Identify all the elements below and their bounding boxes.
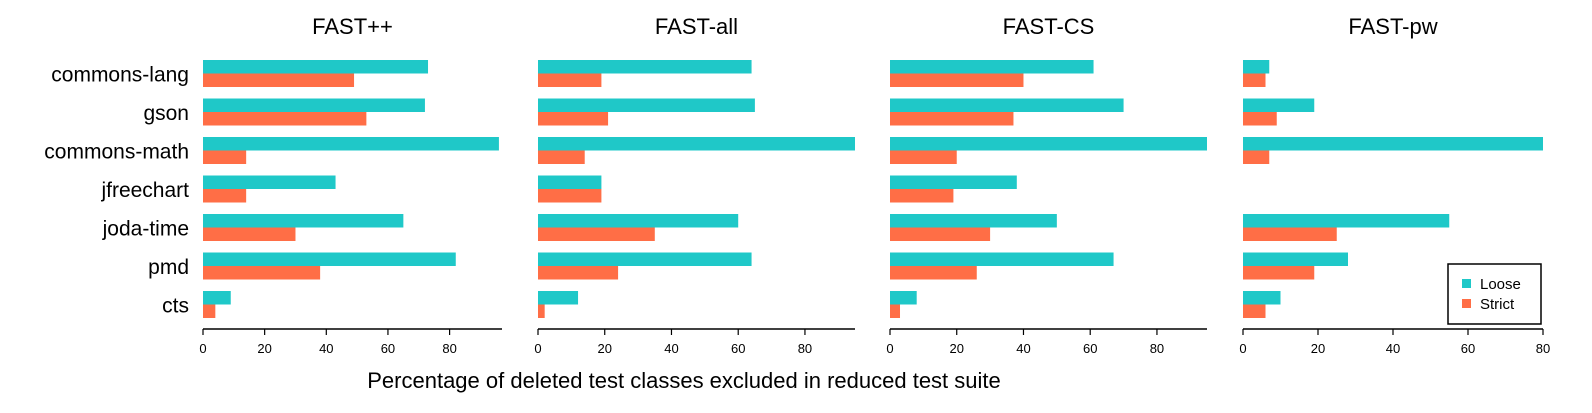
bar-fast-cs-cts-loose [890,291,917,305]
bar-fast-pw-joda-time-loose [1243,214,1450,228]
bar-fast-pmd-strict [203,266,321,280]
bar-fast-all-commons-lang-loose [538,60,752,74]
x-tick-label-fast-cs-0: 0 [886,341,893,356]
category-label-joda-time: joda-time [102,218,189,241]
bar-fast-all-gson-loose [538,98,755,112]
x-axis-label: Percentage of deleted test classes exclu… [367,368,1001,393]
bar-fast-all-gson-strict [538,112,609,126]
bar-fast-commons-lang-strict [203,73,355,87]
panel-title-fast-all: FAST-all [655,14,738,39]
bar-fast-pw-commons-lang-strict [1243,73,1266,87]
bar-fast-gson-strict [203,112,367,126]
x-tick-label-fast-0: 0 [199,341,206,356]
bar-fast-all-jfreechart-loose [538,175,602,189]
category-label-gson: gson [143,102,189,125]
x-tick-label-fast-pw-60: 60 [1461,341,1475,356]
bar-fast-all-commons-math-strict [538,150,585,164]
panel-title-fast-cs: FAST-CS [1003,14,1095,39]
bar-fast-pmd-loose [203,252,456,266]
category-label-pmd: pmd [148,256,189,279]
bar-fast-cs-commons-math-strict [890,150,957,164]
bar-fast-pw-cts-loose [1243,291,1281,305]
bar-fast-pw-commons-math-loose [1243,137,1543,151]
bar-fast-all-pmd-strict [538,266,619,280]
bar-fast-all-cts-loose [538,291,579,305]
x-tick-label-fast-cs-20: 20 [950,341,964,356]
x-tick-label-fast-20: 20 [257,341,271,356]
bar-fast-all-cts-strict [538,304,545,318]
bar-fast-all-commons-lang-strict [538,73,602,87]
x-tick-label-fast-pw-0: 0 [1239,341,1246,356]
bar-fast-pw-commons-lang-loose [1243,60,1270,74]
bar-fast-cs-pmd-loose [890,252,1114,266]
category-label-commons-math: commons-math [44,141,189,164]
bar-fast-cs-joda-time-loose [890,214,1057,228]
bar-fast-pw-gson-strict [1243,112,1277,126]
x-tick-label-fast-40: 40 [319,341,333,356]
bar-fast-cts-loose [203,291,231,305]
bar-fast-pw-pmd-strict [1243,266,1315,280]
x-tick-label-fast-all-80: 80 [798,341,812,356]
bar-fast-all-pmd-loose [538,252,752,266]
bar-fast-cs-commons-lang-loose [890,60,1094,74]
bar-fast-all-joda-time-loose [538,214,739,228]
bar-fast-cs-gson-loose [890,98,1124,112]
bar-fast-all-joda-time-strict [538,227,655,241]
x-tick-label-fast-all-20: 20 [598,341,612,356]
category-label-commons-lang: commons-lang [51,64,189,87]
x-tick-label-fast-pw-40: 40 [1386,341,1400,356]
x-tick-label-fast-cs-40: 40 [1016,341,1030,356]
x-tick-label-fast-cs-60: 60 [1083,341,1097,356]
legend-swatch-loose [1462,279,1471,288]
category-label-cts: cts [162,295,189,318]
bar-fast-cs-commons-math-loose [890,137,1207,151]
bar-fast-commons-math-strict [203,150,247,164]
legend-swatch-strict [1462,299,1471,308]
x-tick-label-fast-pw-80: 80 [1536,341,1550,356]
bar-fast-pw-gson-loose [1243,98,1315,112]
bar-fast-all-jfreechart-strict [538,189,602,203]
bar-fast-joda-time-loose [203,214,404,228]
panel-title-fast: FAST++ [312,14,393,39]
bar-fast-cs-jfreechart-loose [890,175,1017,189]
panel-title-fast-pw: FAST-pw [1348,14,1437,39]
bar-fast-cs-jfreechart-strict [890,189,954,203]
bar-fast-cs-cts-strict [890,304,901,318]
bar-fast-pw-commons-math-strict [1243,150,1270,164]
legend-label-strict: Strict [1480,296,1515,313]
bar-fast-joda-time-strict [203,227,296,241]
bar-fast-all-commons-math-loose [538,137,855,151]
bar-fast-pw-joda-time-strict [1243,227,1337,241]
bar-fast-commons-lang-loose [203,60,429,74]
x-tick-label-fast-60: 60 [381,341,395,356]
bar-fast-cs-pmd-strict [890,266,977,280]
bar-fast-cs-gson-strict [890,112,1014,126]
legend-box [1447,263,1542,325]
x-tick-label-fast-all-60: 60 [731,341,745,356]
x-tick-label-fast-all-0: 0 [534,341,541,356]
bar-fast-pw-pmd-loose [1243,252,1348,266]
bar-fast-cs-commons-lang-strict [890,73,1024,87]
bar-fast-gson-loose [203,98,425,112]
bar-fast-commons-math-loose [203,137,499,151]
x-tick-label-fast-all-40: 40 [664,341,678,356]
x-tick-label-fast-cs-80: 80 [1150,341,1164,356]
bar-fast-pw-cts-strict [1243,304,1266,318]
bar-fast-jfreechart-loose [203,175,336,189]
bar-fast-cts-strict [203,304,216,318]
bar-fast-jfreechart-strict [203,189,247,203]
category-label-jfreechart: jfreechart [100,179,189,202]
x-tick-label-fast-80: 80 [442,341,456,356]
bar-fast-cs-joda-time-strict [890,227,991,241]
legend-label-loose: Loose [1480,276,1521,293]
x-tick-label-fast-pw-20: 20 [1311,341,1325,356]
